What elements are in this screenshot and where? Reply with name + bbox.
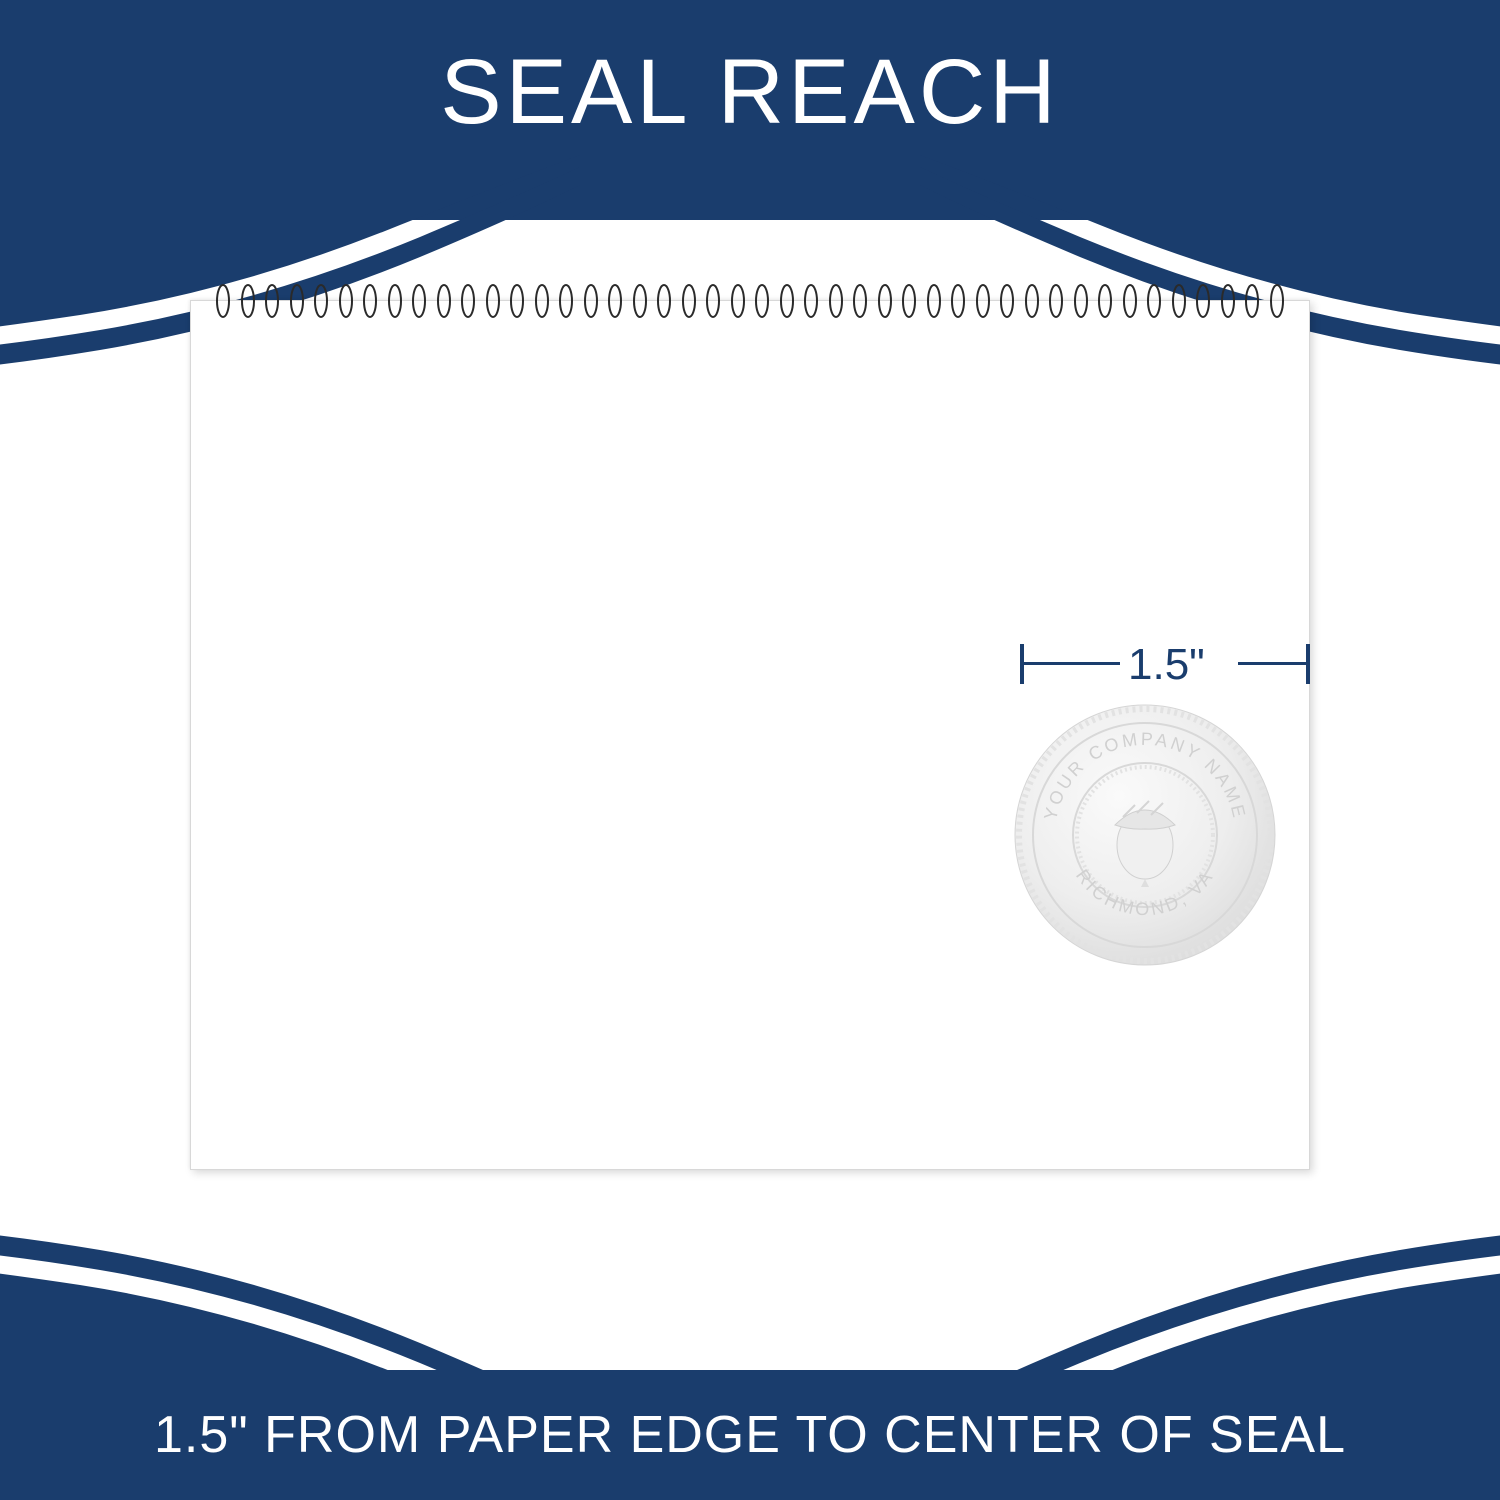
- dimension-line-right: [1238, 662, 1310, 665]
- spiral-ring: [705, 283, 721, 319]
- dimension-label: 1.5": [1128, 640, 1205, 690]
- spiral-ring: [901, 283, 917, 319]
- spiral-ring: [754, 283, 770, 319]
- spiral-ring: [338, 283, 354, 319]
- spiral-ring: [485, 283, 501, 319]
- spiral-ring: [1195, 283, 1211, 319]
- spiral-ring: [362, 283, 378, 319]
- dimension-tick-right: [1306, 644, 1310, 684]
- spiral-ring: [1122, 283, 1138, 319]
- footer-band: 1.5" FROM PAPER EDGE TO CENTER OF SEAL: [0, 1370, 1500, 1500]
- spiral-ring: [1269, 283, 1285, 319]
- spiral-ring: [730, 283, 746, 319]
- spiral-ring: [1097, 283, 1113, 319]
- spiral-ring: [583, 283, 599, 319]
- footer-text: 1.5" FROM PAPER EDGE TO CENTER OF SEAL: [154, 1405, 1346, 1465]
- spiral-ring: [558, 283, 574, 319]
- page-title: SEAL REACH: [440, 40, 1059, 145]
- spiral-ring: [607, 283, 623, 319]
- spiral-ring: [436, 283, 452, 319]
- spiral-ring: [460, 283, 476, 319]
- spiral-ring: [1220, 283, 1236, 319]
- spiral-ring: [681, 283, 697, 319]
- spiral-ring: [240, 283, 256, 319]
- spiral-ring: [1048, 283, 1064, 319]
- spiral-ring: [632, 283, 648, 319]
- spiral-ring: [828, 283, 844, 319]
- spiral-ring: [656, 283, 672, 319]
- spiral-ring: [411, 283, 427, 319]
- spiral-ring: [1024, 283, 1040, 319]
- spiral-ring: [1146, 283, 1162, 319]
- dimension-indicator: 1.5": [1020, 640, 1320, 690]
- header-band: SEAL REACH: [0, 0, 1500, 220]
- spiral-ring: [1073, 283, 1089, 319]
- spiral-ring: [926, 283, 942, 319]
- spiral-ring: [534, 283, 550, 319]
- spiral-ring: [779, 283, 795, 319]
- spiral-ring: [1171, 283, 1187, 319]
- spiral-ring: [509, 283, 525, 319]
- spiral-ring: [999, 283, 1015, 319]
- spiral-binding: [211, 283, 1289, 323]
- spiral-ring: [1244, 283, 1260, 319]
- spiral-ring: [877, 283, 893, 319]
- dimension-line-left: [1020, 662, 1120, 665]
- spiral-ring: [852, 283, 868, 319]
- spiral-ring: [975, 283, 991, 319]
- spiral-ring: [950, 283, 966, 319]
- spiral-ring: [387, 283, 403, 319]
- spiral-ring: [264, 283, 280, 319]
- spiral-ring: [215, 283, 231, 319]
- spiral-ring: [313, 283, 329, 319]
- embossed-seal: YOUR COMPANY NAME RICHMOND, VA: [1010, 700, 1280, 970]
- spiral-ring: [803, 283, 819, 319]
- spiral-ring: [289, 283, 305, 319]
